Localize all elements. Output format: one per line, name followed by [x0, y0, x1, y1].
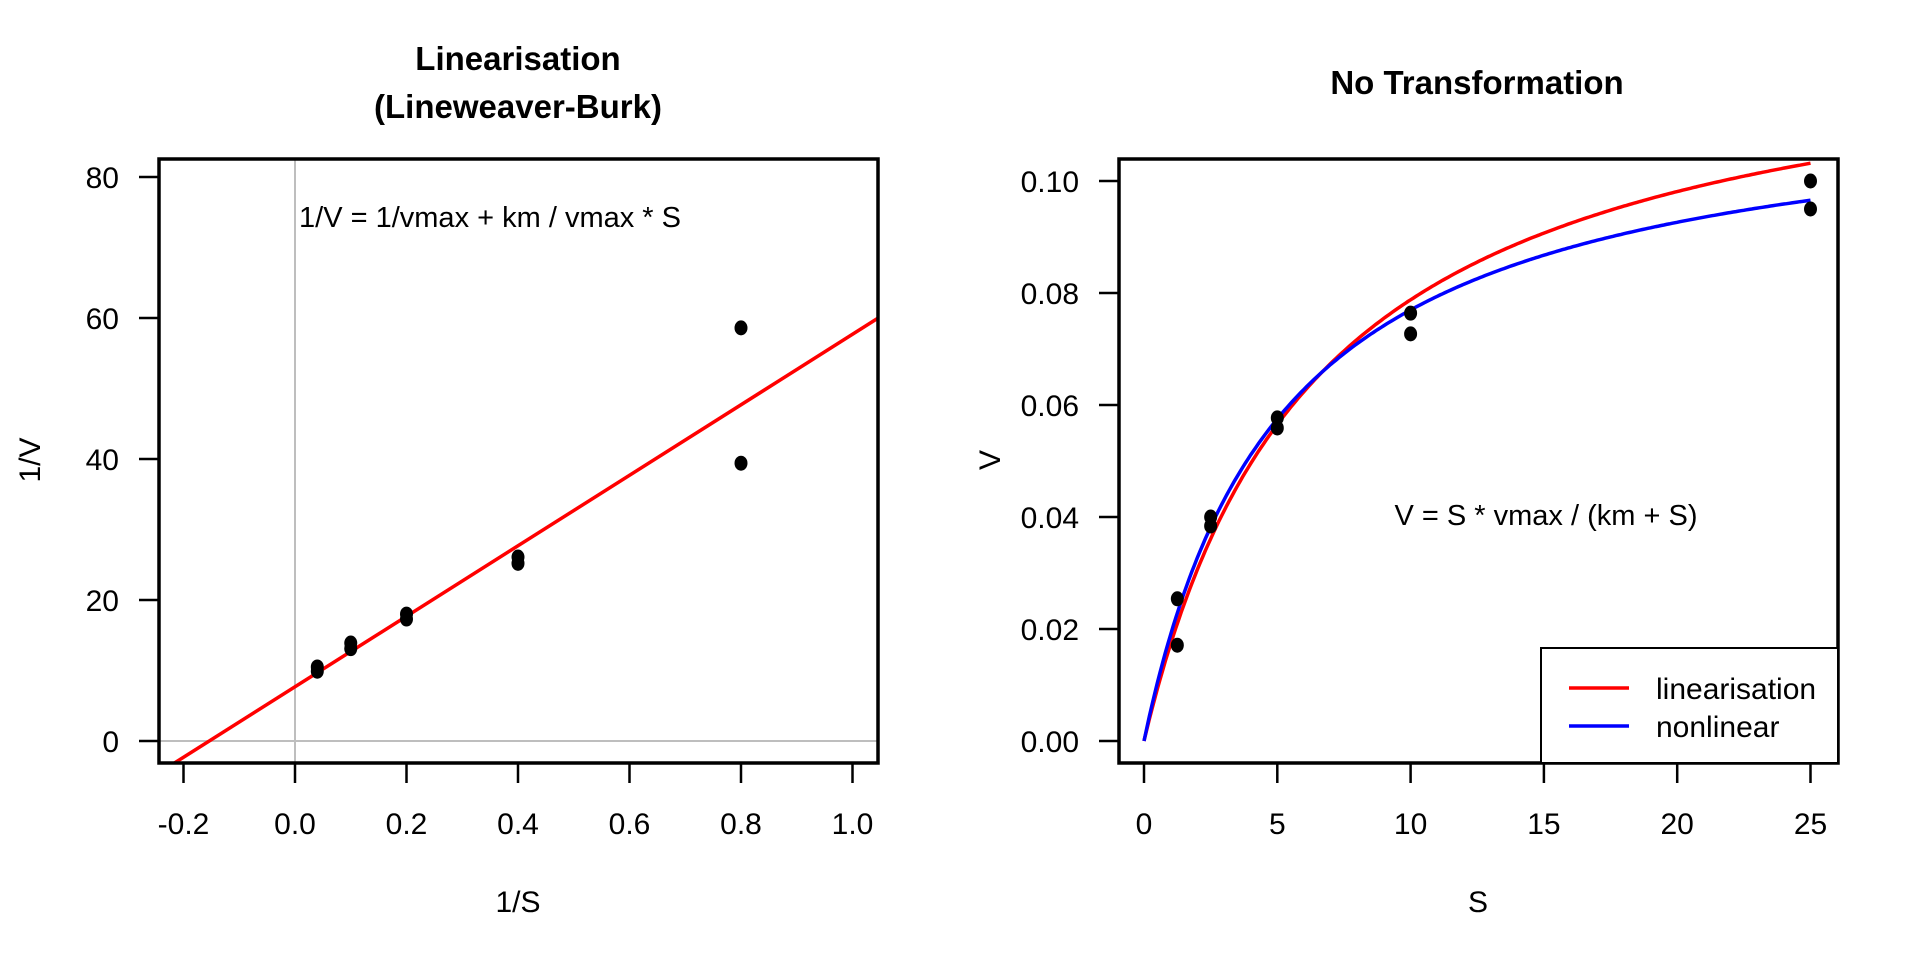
x-tick-label: 25	[1794, 808, 1827, 841]
left-equation-annotation: 1/V = 1/vmax + km / vmax * S	[299, 202, 681, 234]
left-points-group	[310, 320, 748, 679]
x-tick-label: 0	[1136, 808, 1153, 841]
legend: linearisation nonlinear	[1540, 647, 1839, 764]
right-x-axis-label: S	[1468, 886, 1488, 919]
right-equation-annotation: V = S * vmax / (km + S)	[1395, 500, 1698, 532]
x-tick-label: 0.4	[497, 808, 539, 841]
curve-nonlinear	[1142, 198, 1811, 742]
left-x-axis: -0.2 0.0 0.2 0.4 0.6 0.8 1.0	[158, 763, 874, 841]
y-tick-label: 80	[86, 162, 119, 195]
x-tick-label: 15	[1527, 808, 1560, 841]
left-reference-lines	[159, 159, 878, 763]
y-tick-label: 0.10	[1021, 166, 1079, 199]
data-point	[1270, 420, 1284, 436]
data-point	[1404, 305, 1418, 321]
y-tick-label: 0.02	[1021, 614, 1079, 647]
y-tick-label: 0	[102, 726, 119, 759]
y-tick-label: 0.06	[1021, 390, 1079, 423]
x-tick-label: 1.0	[832, 808, 874, 841]
curve-linearisation	[1142, 161, 1811, 742]
right-points-group	[1170, 173, 1817, 653]
x-tick-label: 5	[1269, 808, 1286, 841]
right-y-axis-label: V	[974, 450, 1007, 470]
left-y-axis-label: 1/V	[14, 437, 47, 482]
y-tick-label: 0.08	[1021, 278, 1079, 311]
data-point	[400, 611, 413, 627]
data-point	[1404, 326, 1418, 342]
y-tick-label: 0.04	[1021, 502, 1079, 535]
data-point	[734, 320, 748, 336]
data-point	[344, 641, 358, 657]
x-tick-label: 20	[1661, 808, 1694, 841]
x-tick-label: 0.0	[274, 808, 316, 841]
y-tick-label: 40	[86, 444, 119, 477]
x-tick-label: 0.8	[720, 808, 762, 841]
no-transformation-panel: No Transformation 0 5 10 15 20 25 0.000.020.0…	[974, 64, 1840, 919]
y-tick-label: 60	[86, 303, 119, 336]
data-point	[1204, 518, 1218, 534]
y-tick-label: 20	[86, 585, 119, 618]
data-point	[734, 455, 748, 471]
x-tick-label: 10	[1394, 808, 1427, 841]
data-point	[1170, 591, 1184, 607]
left-x-axis-label: 1/S	[495, 886, 540, 919]
right-curves-group	[1142, 161, 1811, 742]
x-tick-label: 0.2	[386, 808, 428, 841]
x-tick-label: 0.6	[609, 808, 651, 841]
legend-label-linearisation: linearisation	[1656, 673, 1816, 706]
lineweaver-burk-panel: Linearisation (Lineweaver-Burk) -0.2 0.0 0…	[14, 40, 880, 919]
left-fit-line-group	[173, 316, 879, 765]
left-plot-frame	[157, 157, 880, 765]
data-point	[1170, 637, 1184, 653]
data-point	[511, 555, 525, 571]
right-y-axis: 0.00 0.02 0.04 0.06 0.08 0.10	[1021, 166, 1119, 759]
left-title-line-2: (Lineweaver-Burk)	[374, 88, 662, 125]
y-tick-label: 0.00	[1021, 726, 1079, 759]
right-plot-frame	[1117, 157, 1840, 765]
legend-label-nonlinear: nonlinear	[1656, 711, 1779, 744]
right-title: No Transformation	[1330, 64, 1623, 101]
right-x-axis: 0 5 10 15 20 25	[1136, 763, 1827, 841]
legend-box	[1540, 647, 1839, 764]
data-point	[1804, 173, 1817, 189]
x-tick-label: -0.2	[158, 808, 210, 841]
data-point	[310, 663, 324, 679]
data-point	[1804, 201, 1817, 217]
regression-line	[173, 316, 879, 765]
left-title-line-1: Linearisation	[415, 40, 620, 77]
left-y-axis: 0 20 40 60 80	[86, 162, 159, 759]
